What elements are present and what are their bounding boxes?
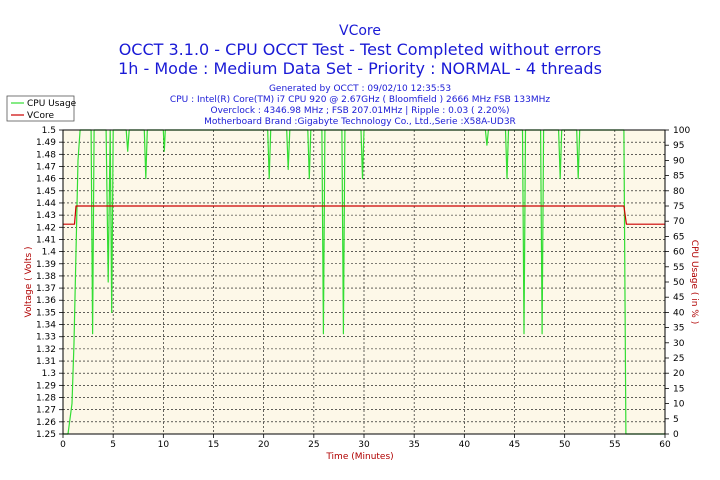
y-tick-label: 1.35: [36, 308, 56, 318]
y2-tick-label: 90: [673, 156, 685, 166]
series-line-vcore: [63, 205, 665, 225]
y-tick-label: 1.5: [42, 126, 56, 136]
y2-tick-label: 95: [673, 141, 684, 151]
info-generated: Generated by OCCT : 09/02/10 12:35:53: [269, 84, 451, 94]
y2-tick-label: 45: [673, 293, 684, 303]
x-tick-label: 0: [60, 440, 66, 450]
x-tick-label: 35: [408, 440, 419, 450]
y-tick-label: 1.42: [36, 223, 56, 233]
y-tick-label: 1.32: [36, 345, 56, 355]
y-tick-label: 1.45: [36, 187, 56, 197]
y-tick-label: 1.34: [36, 321, 56, 331]
ticks-layer: 0 5 10 15 20 25 30 35 40 45 50 55 601.251.261.271.28…: [36, 126, 690, 450]
y2-tick-label: 70: [673, 217, 685, 227]
y-tick-label: 1.48: [36, 150, 56, 160]
y2-tick-label: 25: [673, 354, 684, 364]
y2-tick-label: 100: [673, 126, 690, 136]
y-tick-label: 1.25: [36, 430, 56, 440]
y2-tick-label: 35: [673, 324, 684, 334]
x-tick-label: 20: [258, 440, 270, 450]
y-tick-label: 1.44: [36, 199, 56, 209]
y2-tick-label: 55: [673, 263, 684, 273]
x-tick-label: 25: [308, 440, 319, 450]
info-overclock: Overclock : 4346.98 MHz ; FSB 207.01MHz …: [210, 106, 509, 116]
legend: CPU Usage VCore: [6, 95, 77, 122]
y2-tick-label: 50: [673, 278, 685, 288]
y-tick-label: 1.3: [42, 369, 56, 379]
y-tick-label: 1.33: [36, 333, 56, 343]
info-cpu: CPU : Intel(R) Core(TM) i7 CPU 920 @ 2.6…: [170, 95, 550, 105]
y-tick-label: 1.36: [36, 296, 56, 306]
y-tick-label: 1.47: [36, 162, 56, 172]
y2-tick-label: 5: [673, 415, 679, 425]
y-axis-label: Voltage ( Volts ): [24, 246, 34, 317]
x-tick-label: 45: [509, 440, 520, 450]
chart-title: VCore: [339, 23, 381, 39]
info-motherboard: Motherboard Brand :Gigabyte Technology C…: [204, 117, 516, 127]
y2-axis-label: CPU Usage ( in % ): [689, 240, 699, 324]
y-tick-label: 1.43: [36, 211, 56, 221]
x-tick-label: 50: [559, 440, 571, 450]
x-tick-label: 60: [659, 440, 671, 450]
y-tick-label: 1.46: [36, 175, 56, 185]
y-tick-label: 1.37: [36, 284, 56, 294]
y-tick-label: 1.39: [36, 260, 56, 270]
y2-tick-label: 15: [673, 384, 684, 394]
chart-subtitle-line-1: OCCT 3.1.0 - CPU OCCT Test - Test Comple…: [119, 40, 602, 59]
y-tick-label: 1.28: [36, 394, 56, 404]
y2-tick-label: 0: [673, 430, 679, 440]
x-tick-label: 40: [459, 440, 471, 450]
x-axis-label: Time (Minutes): [325, 452, 393, 462]
x-tick-label: 5: [110, 440, 116, 450]
y2-tick-label: 10: [673, 400, 685, 410]
y-tick-label: 1.26: [36, 418, 56, 428]
plot-border: [62, 129, 666, 435]
y2-tick-label: 75: [673, 202, 684, 212]
y-tick-label: 1.27: [36, 406, 56, 416]
y-tick-label: 1.29: [36, 381, 56, 391]
legend-label-cpu-usage: CPU Usage: [27, 99, 77, 109]
y2-tick-label: 20: [673, 369, 685, 379]
y2-tick-label: 85: [673, 172, 684, 182]
chart-subtitle-line-2: 1h - Mode : Medium Data Set - Priority :…: [118, 59, 602, 78]
x-tick-label: 55: [609, 440, 620, 450]
legend-box: [6, 95, 75, 122]
y2-tick-label: 30: [673, 339, 685, 349]
y2-tick-label: 40: [673, 308, 685, 318]
legend-label-vcore: VCore: [27, 111, 54, 121]
y-tick-label: 1.31: [36, 357, 56, 367]
x-tick-label: 10: [158, 440, 170, 450]
grid-layer: [63, 130, 665, 434]
y-tick-label: 1.38: [36, 272, 56, 282]
x-tick-label: 30: [358, 440, 370, 450]
y-tick-label: 1.4: [42, 248, 57, 258]
y2-tick-label: 60: [673, 248, 685, 258]
y2-tick-label: 80: [673, 187, 685, 197]
y-tick-label: 1.49: [36, 138, 56, 148]
y2-tick-label: 65: [673, 232, 684, 242]
y-tick-label: 1.41: [36, 235, 56, 245]
series-layer: [63, 129, 665, 435]
x-tick-label: 15: [208, 440, 219, 450]
